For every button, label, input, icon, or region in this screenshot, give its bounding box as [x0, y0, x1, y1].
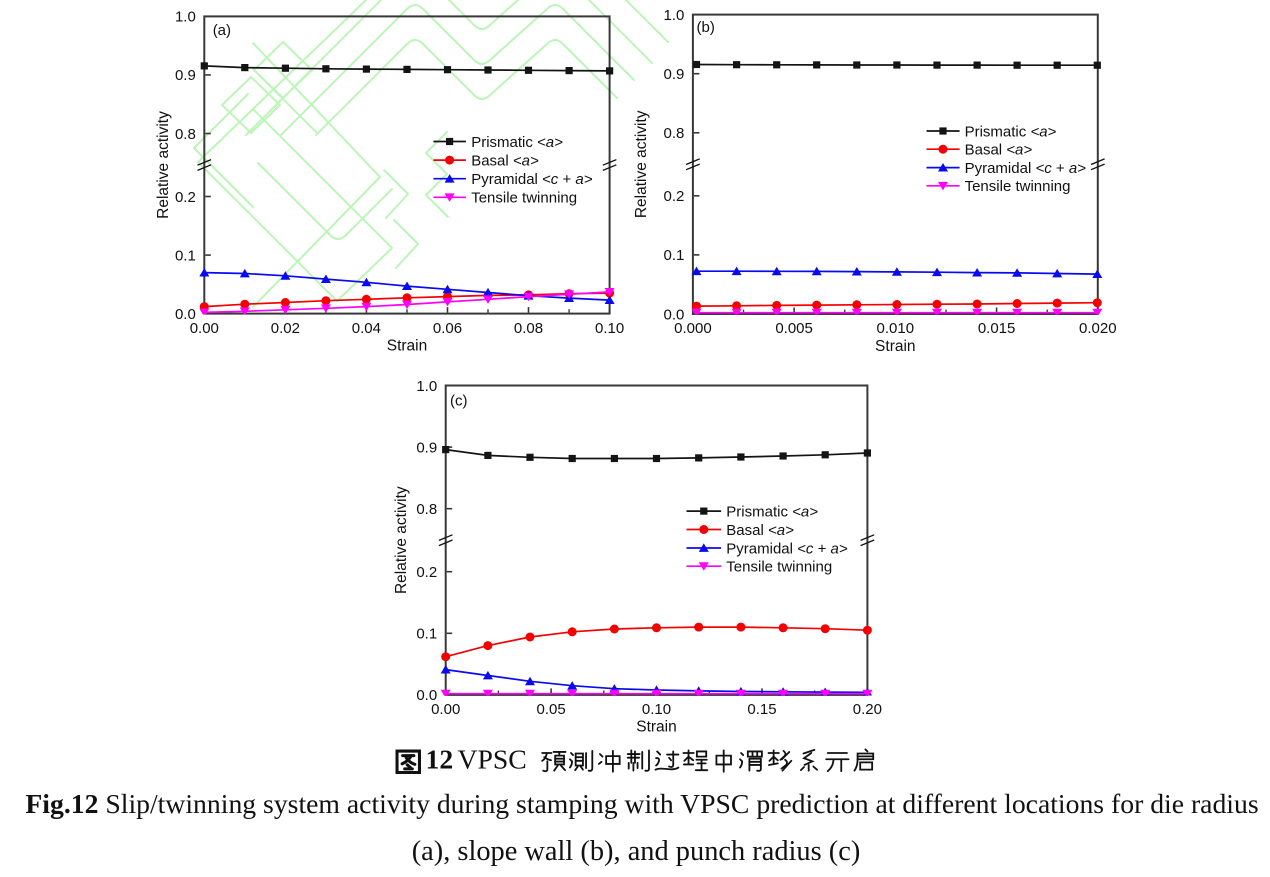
svg-text:0.04: 0.04 [352, 320, 381, 337]
svg-text:1.0: 1.0 [175, 9, 196, 26]
svg-text:(b): (b) [697, 19, 715, 36]
svg-text:0.8: 0.8 [175, 126, 196, 143]
svg-text:0.9: 0.9 [175, 67, 196, 84]
svg-text:0.0: 0.0 [416, 687, 437, 704]
svg-text:Basal <a>: Basal <a> [471, 153, 539, 170]
svg-text:0.1: 0.1 [416, 626, 437, 643]
svg-text:0.15: 0.15 [747, 701, 776, 718]
svg-text:0.005: 0.005 [775, 320, 813, 337]
svg-text:Tensile twinning: Tensile twinning [965, 178, 1071, 195]
svg-text:Prismatic <a>: Prismatic <a> [726, 504, 818, 521]
svg-text:Prismatic <a>: Prismatic <a> [965, 123, 1057, 140]
svg-text:0.2: 0.2 [175, 189, 196, 206]
svg-text:Pyramidal <c + a>: Pyramidal <c + a> [726, 540, 848, 557]
svg-text:Basal <a>: Basal <a> [726, 522, 794, 539]
svg-text:Relative activity: Relative activity [155, 111, 172, 219]
svg-text:0.20: 0.20 [853, 701, 882, 718]
svg-text:0.02: 0.02 [271, 320, 300, 337]
svg-text:Fig.12 Slip/twinning system ac: Fig.12 Slip/twinning system activity dur… [25, 788, 1258, 819]
svg-text:0.06: 0.06 [433, 320, 462, 337]
svg-text:Tensile twinning: Tensile twinning [726, 559, 832, 576]
svg-text:VPSC: VPSC [458, 744, 527, 775]
svg-text:Basal <a>: Basal <a> [965, 142, 1033, 159]
svg-text:0.9: 0.9 [416, 439, 437, 456]
svg-text:0.1: 0.1 [175, 247, 196, 264]
svg-text:(c): (c) [450, 392, 468, 409]
svg-text:0.10: 0.10 [595, 320, 624, 337]
svg-text:0.1: 0.1 [664, 247, 685, 264]
svg-text:Relative activity: Relative activity [393, 486, 410, 594]
svg-text:0.9: 0.9 [664, 66, 685, 83]
svg-text:0.015: 0.015 [978, 320, 1016, 337]
svg-text:1.0: 1.0 [664, 7, 685, 24]
svg-text:0.0: 0.0 [664, 306, 685, 323]
svg-text:Relative activity: Relative activity [633, 110, 650, 218]
svg-text:0.2: 0.2 [664, 188, 685, 205]
svg-text:12: 12 [426, 744, 454, 775]
svg-text:0.8: 0.8 [664, 125, 685, 142]
svg-text:0.10: 0.10 [642, 701, 671, 718]
svg-text:0.05: 0.05 [536, 701, 565, 718]
svg-text:0.00: 0.00 [431, 701, 460, 718]
svg-text:0.00: 0.00 [190, 320, 219, 337]
svg-text:0.08: 0.08 [514, 320, 543, 337]
svg-text:1.0: 1.0 [416, 378, 437, 395]
svg-text:Strain: Strain [636, 719, 677, 736]
svg-text:0.2: 0.2 [416, 564, 437, 581]
svg-text:Strain: Strain [875, 338, 916, 355]
svg-text:Tensile twinning: Tensile twinning [471, 190, 577, 207]
svg-text:0.020: 0.020 [1079, 320, 1117, 337]
svg-text:0.8: 0.8 [416, 501, 437, 518]
svg-text:0.010: 0.010 [877, 320, 915, 337]
svg-text:(a), slope wall (b), and punch: (a), slope wall (b), and punch radius (c… [412, 836, 861, 867]
svg-text:Pyramidal <c + a>: Pyramidal <c + a> [471, 171, 593, 188]
svg-text:Strain: Strain [387, 337, 428, 354]
svg-text:Pyramidal <c + a>: Pyramidal <c + a> [965, 160, 1087, 177]
svg-text:0.000: 0.000 [674, 320, 712, 337]
svg-text:(a): (a) [213, 22, 231, 39]
svg-text:0.0: 0.0 [175, 306, 196, 323]
svg-text:Prismatic <a>: Prismatic <a> [471, 134, 563, 151]
